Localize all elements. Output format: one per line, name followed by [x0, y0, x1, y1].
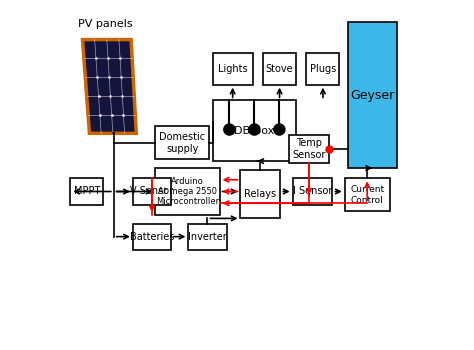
Text: Arduino
At mega 2550
Microcontroller: Arduino At mega 2550 Microcontroller: [156, 177, 219, 206]
Text: V Sensor: V Sensor: [130, 187, 173, 196]
Text: Geyser: Geyser: [350, 89, 394, 101]
Text: Relays: Relays: [245, 189, 276, 199]
Text: Lights: Lights: [218, 64, 247, 74]
Text: DB Box: DB Box: [234, 126, 274, 136]
FancyBboxPatch shape: [70, 178, 103, 204]
Text: Stove: Stove: [266, 64, 293, 74]
FancyBboxPatch shape: [213, 54, 253, 85]
FancyBboxPatch shape: [188, 224, 227, 250]
Text: Domestic
supply: Domestic supply: [159, 132, 205, 154]
Circle shape: [274, 124, 285, 135]
Text: Batteries: Batteries: [130, 232, 174, 242]
Text: I Sensor: I Sensor: [293, 187, 332, 196]
FancyBboxPatch shape: [155, 126, 209, 159]
Circle shape: [249, 124, 260, 135]
FancyBboxPatch shape: [348, 22, 397, 168]
FancyBboxPatch shape: [292, 178, 332, 204]
FancyBboxPatch shape: [263, 54, 296, 85]
Circle shape: [224, 124, 235, 135]
FancyBboxPatch shape: [240, 170, 281, 218]
Text: Plugs: Plugs: [310, 64, 336, 74]
FancyBboxPatch shape: [213, 100, 296, 161]
Polygon shape: [82, 40, 137, 133]
FancyBboxPatch shape: [289, 135, 329, 163]
FancyBboxPatch shape: [133, 178, 171, 204]
FancyBboxPatch shape: [345, 178, 390, 211]
Text: PV panels: PV panels: [78, 19, 132, 29]
Text: Inverter: Inverter: [188, 232, 227, 242]
FancyBboxPatch shape: [155, 168, 219, 215]
Text: Current
Control: Current Control: [350, 185, 384, 205]
Text: MPPT: MPPT: [73, 187, 100, 196]
FancyBboxPatch shape: [307, 54, 339, 85]
Text: Temp
Sensor: Temp Sensor: [292, 138, 326, 160]
FancyBboxPatch shape: [133, 224, 171, 250]
